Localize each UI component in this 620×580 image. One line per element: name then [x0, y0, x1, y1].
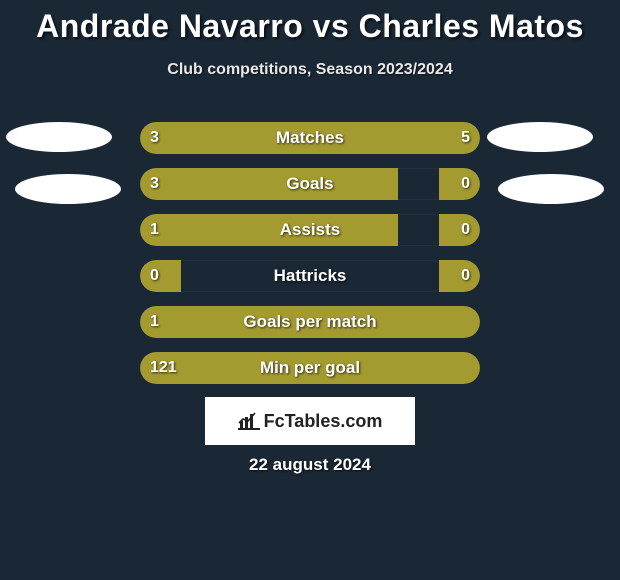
stat-row: Goals per match1 [0, 299, 620, 345]
stat-bar-left [140, 168, 398, 200]
stat-row: Assists10 [0, 207, 620, 253]
stat-bar-left [140, 214, 398, 246]
logo-box: FcTables.com [205, 397, 415, 445]
stat-bar-right [262, 122, 480, 154]
stat-bar-track [140, 352, 480, 384]
stat-bar-right [439, 214, 480, 246]
stat-row: Min per goal121 [0, 345, 620, 391]
logo: FcTables.com [238, 411, 383, 432]
stat-bar-right [439, 168, 480, 200]
stat-bar-left [140, 352, 480, 384]
stat-bar-track [140, 122, 480, 154]
logo-text-label: FcTables.com [264, 411, 383, 432]
stat-bar-track [140, 168, 480, 200]
stat-bar-track [140, 214, 480, 246]
bar-chart-icon [238, 412, 260, 430]
stats-area: Matches35Goals30Assists10Hattricks00Goal… [0, 115, 620, 391]
stat-bar-right [439, 260, 480, 292]
stat-row: Matches35 [0, 115, 620, 161]
stat-row: Goals30 [0, 161, 620, 207]
stat-bar-left [140, 260, 181, 292]
stat-bar-left [140, 122, 262, 154]
comparison-infographic: Andrade Navarro vs Charles Matos Club co… [0, 0, 620, 580]
page-subtitle: Club competitions, Season 2023/2024 [0, 61, 620, 79]
stat-bar-track [140, 260, 480, 292]
date-label: 22 august 2024 [0, 455, 620, 475]
stat-bar-left [140, 306, 480, 338]
page-title: Andrade Navarro vs Charles Matos [0, 0, 620, 45]
stat-bar-track [140, 306, 480, 338]
stat-row: Hattricks00 [0, 253, 620, 299]
